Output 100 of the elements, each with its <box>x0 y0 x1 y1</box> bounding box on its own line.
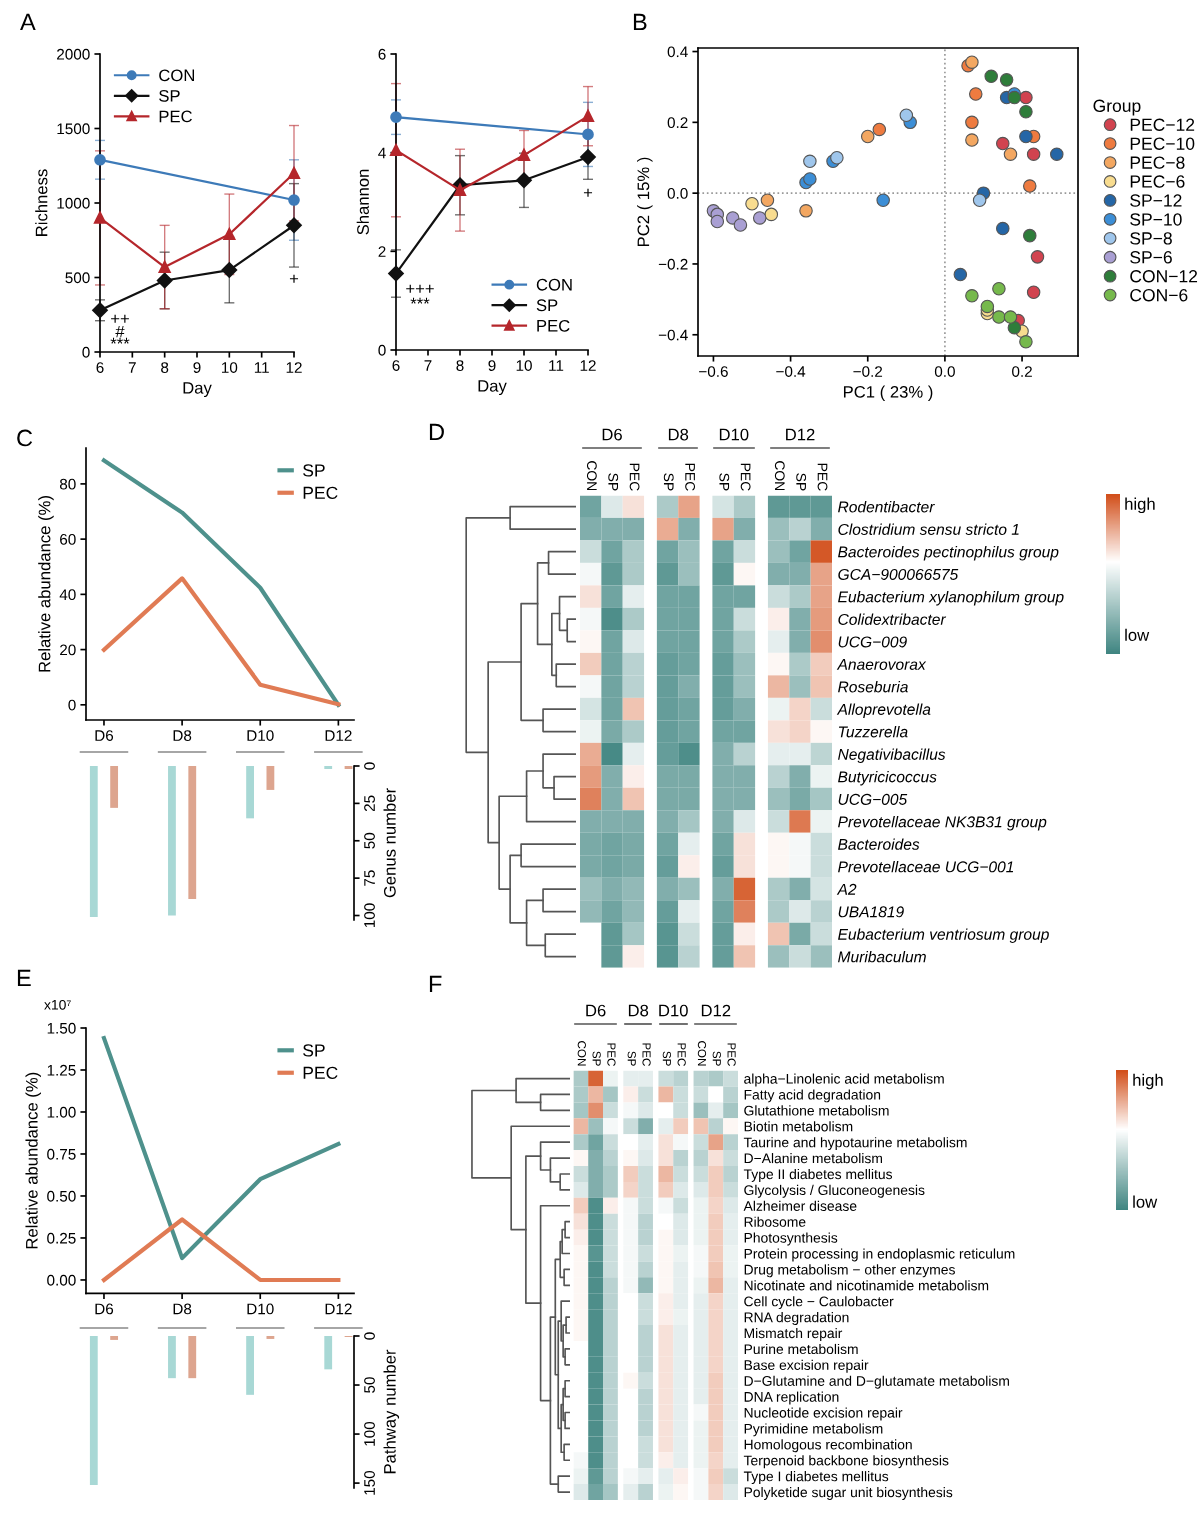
text: D8 <box>668 428 689 441</box>
point <box>799 204 813 218</box>
color-bar-label: low <box>1133 1195 1158 1208</box>
y-axis-title: Pathway number <box>383 1349 400 1474</box>
color-bar-label: high <box>1133 1073 1163 1090</box>
bar <box>188 766 197 900</box>
text: D10 <box>659 1004 688 1017</box>
color-bar-label: low <box>1125 628 1150 641</box>
point <box>1026 285 1041 300</box>
bar <box>324 1336 333 1370</box>
point <box>969 87 983 101</box>
point <box>876 193 890 207</box>
text: D12 <box>701 1004 731 1017</box>
point <box>390 111 402 123</box>
bar <box>266 766 275 790</box>
legend-label: SP−6 <box>1130 251 1172 264</box>
legend-label: PEC−6 <box>1130 175 1185 188</box>
point <box>760 193 775 207</box>
annotation: + <box>289 274 299 283</box>
point <box>996 221 1010 236</box>
point <box>1019 129 1033 144</box>
legend-label: PEC−8 <box>1130 156 1185 169</box>
y-axis-title: Relative abundance (%) <box>25 1072 41 1249</box>
line-series <box>101 1035 341 1261</box>
point <box>1019 104 1033 119</box>
legend-label: PEC <box>537 319 570 332</box>
point <box>390 144 402 157</box>
y-axis-title: PC2 ( 15% ) <box>637 157 653 247</box>
point <box>803 154 817 169</box>
point <box>1023 228 1037 243</box>
point <box>1026 147 1041 161</box>
text: E <box>17 969 31 987</box>
point <box>582 128 594 141</box>
legend-label: CON−6 <box>1130 289 1188 302</box>
text: D12 <box>786 428 815 441</box>
legend-label: SP−12 <box>1130 194 1182 207</box>
text: A <box>20 13 36 31</box>
legend-label: PEC−12 <box>1130 118 1195 131</box>
bar <box>246 766 254 819</box>
point <box>516 172 532 188</box>
annotation: + <box>583 188 593 197</box>
point <box>156 272 173 289</box>
point <box>752 211 767 225</box>
point <box>1003 310 1018 324</box>
point <box>1019 335 1033 349</box>
annotation: +++ <box>406 284 434 293</box>
x-axis-title: PC1 ( 23% ) <box>843 385 933 402</box>
point <box>992 310 1006 324</box>
x-axis-title: Day <box>478 380 507 396</box>
legend-label: SP−8 <box>1130 232 1172 245</box>
point <box>965 133 979 147</box>
legend-label: PEC <box>159 110 192 123</box>
text: D <box>429 423 444 441</box>
point <box>996 136 1010 151</box>
bar <box>168 1336 176 1379</box>
point <box>733 218 748 232</box>
bar <box>89 766 98 918</box>
legend-label: CON−12 <box>1130 270 1198 283</box>
point <box>872 122 887 137</box>
point <box>965 289 979 303</box>
point <box>1023 179 1037 193</box>
legend-label: PEC <box>303 486 338 500</box>
text: F <box>429 975 442 993</box>
x-axis-title: Day <box>183 382 212 398</box>
color-bar-label: high <box>1125 497 1155 514</box>
point <box>1050 147 1064 161</box>
bar <box>89 1336 98 1486</box>
point <box>288 167 300 180</box>
text: D6 <box>586 1004 606 1017</box>
point <box>1003 147 1018 161</box>
legend-title: Group <box>1093 99 1141 116</box>
bar <box>188 1336 197 1379</box>
point <box>764 207 779 222</box>
point <box>953 267 968 282</box>
text: D8 <box>628 1004 649 1017</box>
point <box>745 197 759 211</box>
legend-label: PEC <box>303 1066 338 1080</box>
text: D6 <box>602 428 622 441</box>
y-axis-title: Shannon <box>356 169 369 235</box>
legend-label: CON <box>536 278 572 291</box>
y-axis-title: Richness <box>35 169 48 236</box>
point <box>965 115 979 130</box>
point <box>899 108 914 123</box>
point <box>1030 250 1045 264</box>
text: D10 <box>719 428 749 441</box>
text: B <box>633 13 647 31</box>
bar <box>110 766 119 808</box>
annotation: *** <box>110 337 130 344</box>
point <box>972 193 987 207</box>
legend-label: SP <box>159 89 180 102</box>
point <box>1007 320 1022 335</box>
point <box>158 261 171 273</box>
line-series <box>101 458 341 707</box>
text: C <box>17 429 33 447</box>
bar <box>246 1336 254 1395</box>
y-axis-title: Relative abundance (%) <box>38 496 54 672</box>
point <box>288 194 300 206</box>
annotation: ++ <box>111 314 129 323</box>
point <box>92 302 108 318</box>
annotation: *** <box>410 297 430 304</box>
